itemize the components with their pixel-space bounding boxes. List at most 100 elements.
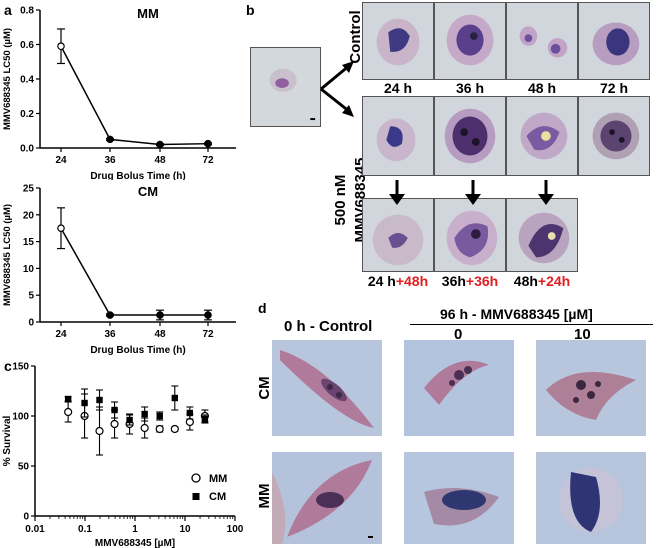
data-point-cm [81,399,88,407]
legend-label-mm: MM [209,473,227,485]
lc50-mm-chart: 0.0 0.2 0.4 0.6 0.8 24 36 48 72 Drug Bolus Time (… [2,6,236,180]
survival-chart: 0 50 100 150 0.01 0.1 1 10 100 MMV688345 [µM] % Su… [2,362,244,548]
down-arrow-2 [465,180,481,205]
washout-micrograph [362,198,434,272]
gametocyte-control-mm [272,452,382,544]
treated-micrograph [362,96,434,176]
chart-title: MM [137,6,159,21]
y-tick-label: 0 [28,318,34,329]
control-time-label: 72 h [599,80,628,96]
panel-b-label: b [246,2,255,18]
data-point [106,311,114,319]
x-tick-label: 100 [227,524,244,535]
x-tick-label: 36 [104,155,116,166]
x-tick-label: 24 [55,155,67,166]
washout-time-base: 24 h [367,273,396,289]
data-point [204,311,212,319]
lc50-cm-chart: 0 5 10 15 20 25 24 36 48 72 Drug Bolus Time (h) MMV… [2,184,236,356]
x-axis-label: MMV688345 [µM] [95,538,175,548]
x-tick-label: 1 [132,524,138,535]
washout-time-base: 36h [441,273,466,289]
y-axis-label: MMV688345 LC50 (µM) [2,204,13,306]
treated-micrograph [506,96,578,176]
control-micrograph [362,2,434,80]
y-tick-label: 50 [18,462,30,473]
control-time-label: 24 h [383,80,412,96]
control-micrograph [506,2,578,80]
washout-time-added: +48h [395,273,429,289]
washout-time-added: +24h [537,273,571,289]
y-tick-label: 0.2 [20,109,34,120]
x-tick-label: 48 [154,155,166,166]
panel-d-label: d [258,300,267,316]
legend-label-cm: CM [209,491,226,503]
data-point-mm [110,419,119,429]
data-point-mm [64,407,73,417]
y-tick-label: 0 [23,512,29,523]
down-arrow-1 [389,180,405,205]
x-axis-label: Drug Bolus Time (h) [90,345,185,356]
gametocyte-0um-mm [404,452,514,544]
data-point-cm [141,410,148,418]
branch-arrows [320,61,354,117]
data-point-cm [186,409,194,417]
data-point-cm [171,394,178,402]
data-point-mm [155,424,164,434]
data-point-cm [111,406,118,414]
control-time-label: 36 h [455,80,484,96]
y-tick-label: 5 [28,291,34,302]
data-point-mm [95,426,104,436]
x-tick-label: 72 [202,329,214,340]
x-tick-label: 0.01 [25,524,45,535]
x-axis-label: Drug Bolus Time (h) [90,171,185,180]
panel-d-right-header: 96 h - MMV688345 [µM] [440,306,593,322]
washout-micrograph [434,198,506,272]
data-point [156,140,164,149]
washout-time-added: +36h [465,273,499,289]
data-point-cm [64,395,72,403]
x-tick-label: 36 [104,329,116,340]
y-tick-label: 20 [23,210,35,221]
panel-d-header-rule [410,324,653,325]
x-tick-label: 24 [55,329,67,340]
data-point [204,139,212,148]
control-time-label: 48 h [527,80,556,96]
y-tick-label: 0.4 [20,75,34,86]
data-point-cm [126,416,133,424]
washout-time-base: 48h [513,273,538,289]
washout-micrograph [506,198,578,272]
y-tick-label: 0.8 [20,6,34,17]
data-point-mm [140,423,149,433]
gametocyte-10um-cm [536,340,646,436]
treated-micrograph [434,96,506,176]
y-tick-label: 10 [23,264,35,275]
series-line [60,45,209,146]
gametocyte-control-cm [272,340,382,436]
control-micrograph [578,2,650,80]
gametocyte-0um-cm [404,340,514,436]
data-point-cm [96,396,103,404]
washout-time-label: 48h+24h [506,273,578,289]
down-arrow-3 [538,180,554,205]
data-point [106,135,114,144]
data-point [156,311,164,319]
legend-marker-cm [192,493,200,500]
data-point-mm [170,424,179,434]
x-tick-label: 48 [154,329,166,340]
panel-a-label: a [4,2,12,18]
chart-title: CM [138,184,158,199]
y-tick-label: 0.0 [20,144,34,155]
x-tick-label: 0.1 [78,524,92,535]
y-tick-label: 0.6 [20,40,34,51]
panel-d-left-header: 0 h - Control [284,318,373,335]
y-axis-label: MMV688345 LC50 (µM) [2,28,13,130]
legend-marker-mm [191,473,201,483]
data-point [57,224,65,233]
data-point-cm [201,415,209,423]
treated-micrograph [578,96,650,176]
data-point-cm [156,412,163,420]
conc-label-10: 10 [574,326,591,343]
gametocyte-10um-mm [536,452,646,544]
y-axis-label: % Survival [2,415,13,466]
panel-c-label: c [4,358,12,374]
